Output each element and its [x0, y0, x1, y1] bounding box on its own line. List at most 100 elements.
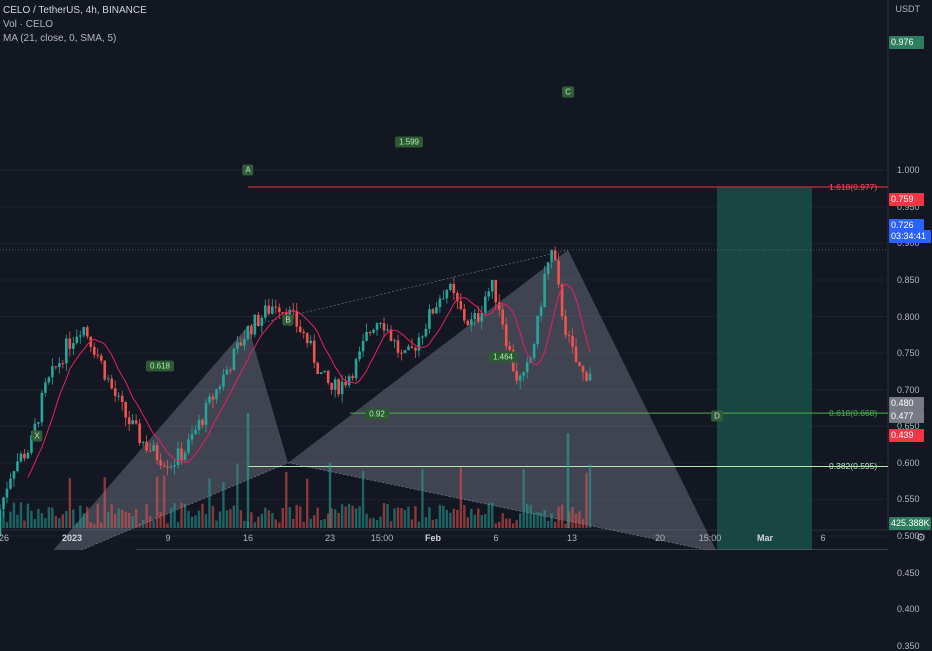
candle-body — [131, 420, 134, 425]
volume-bar — [358, 506, 361, 528]
candle-body — [166, 466, 169, 468]
time-tick-label: 15:00 — [698, 533, 722, 543]
candle-body — [33, 423, 37, 436]
volume-bar — [26, 503, 30, 528]
candle-body — [19, 453, 23, 462]
candle-body — [560, 284, 564, 317]
volume-bar — [204, 514, 208, 528]
candle-body — [180, 448, 183, 460]
gear-icon[interactable]: ⚙ — [916, 532, 926, 544]
volume-bar — [340, 504, 344, 528]
volume-bar — [40, 513, 44, 528]
volume-bar — [333, 509, 337, 528]
candle-body — [445, 289, 449, 299]
candle-body — [564, 316, 567, 336]
candle-body — [508, 346, 512, 350]
volume-bar — [250, 512, 253, 528]
volume-bar — [61, 514, 65, 528]
volume-bar — [218, 511, 222, 528]
volume-bar — [466, 517, 470, 528]
volume-bar — [410, 519, 414, 528]
volume-bar — [201, 503, 204, 528]
volume-indicator-label[interactable]: Vol · CELO — [3, 19, 54, 30]
fib-level-label: 0.618(0.668) — [829, 408, 878, 419]
candle-body — [78, 335, 82, 337]
volume-bar — [75, 523, 79, 528]
pattern-connector — [247, 249, 569, 327]
volume-bar — [239, 510, 243, 528]
pattern-connector — [287, 462, 709, 550]
volume-bar — [274, 519, 277, 528]
candle-body — [386, 329, 389, 331]
candle-body — [459, 301, 463, 309]
candle-body — [113, 388, 117, 396]
volume-bar — [328, 463, 332, 528]
volume-bar — [145, 504, 148, 528]
currency-label: USDT — [895, 4, 921, 14]
candle-body — [543, 273, 546, 307]
candle-body — [30, 435, 33, 453]
fib-level-label: 1.618(0.977) — [829, 182, 878, 193]
volume-bar — [403, 509, 407, 528]
candle-body — [330, 382, 333, 390]
price-tick-label: 0.800 — [897, 311, 920, 322]
candle-body — [40, 392, 44, 423]
volume-bar — [498, 521, 501, 528]
volume-bar — [208, 478, 211, 528]
volume-bar — [190, 516, 194, 528]
volume-bar — [229, 509, 232, 528]
time-tick-label: 13 — [566, 533, 578, 543]
candle-body — [222, 374, 225, 387]
volume-bar — [222, 481, 225, 528]
candle-body — [305, 333, 309, 344]
candle-body — [197, 419, 201, 430]
volume-bar — [414, 506, 417, 528]
volume-bar — [354, 508, 358, 528]
candle-body — [9, 478, 12, 489]
volume-bar — [473, 514, 476, 528]
volume-bar — [588, 464, 592, 528]
time-tick-label: 15:00 — [370, 533, 394, 543]
candle-body — [463, 308, 466, 321]
candle-body — [208, 396, 211, 403]
volume-bar — [183, 503, 187, 528]
candle-body — [410, 346, 414, 348]
volume-bar — [372, 517, 375, 528]
volume-bar — [494, 523, 497, 528]
candle-body — [550, 250, 553, 263]
candle-body — [68, 338, 72, 349]
volume-bar — [278, 522, 281, 528]
volume-bar — [581, 518, 585, 528]
candle-body — [585, 372, 588, 381]
candle-body — [183, 452, 187, 460]
candle-body — [267, 305, 271, 314]
ma-indicator-label[interactable]: MA (21, close, 0, SMA, 5) — [3, 33, 117, 44]
volume-bar — [452, 508, 456, 528]
target-zone — [717, 187, 812, 550]
candle-body — [65, 338, 68, 364]
price-chart[interactable] — [0, 0, 932, 550]
volume-bar — [386, 503, 389, 528]
candle-body — [323, 370, 326, 373]
candle-body — [480, 312, 484, 322]
candle-body — [106, 378, 110, 380]
candle-body — [173, 465, 176, 467]
price-tick-label: 0.850 — [897, 274, 920, 285]
volume-bar — [127, 512, 131, 528]
candle-body — [309, 340, 313, 344]
volume-bar — [285, 471, 288, 528]
candle-body — [51, 366, 54, 378]
candle-body — [518, 375, 522, 381]
symbol-title[interactable]: CELO / TetherUS, 4h, BINANCE — [3, 5, 147, 16]
candle-body — [344, 381, 347, 386]
volume-bar — [180, 502, 183, 528]
candle-body — [449, 283, 452, 290]
candle-body — [243, 338, 246, 346]
price-tick-label: 0.700 — [897, 384, 920, 395]
candle-body — [557, 260, 560, 285]
candle-body — [393, 340, 396, 342]
volume-bar — [407, 506, 410, 528]
candle-body — [340, 381, 344, 395]
volume-bar — [487, 503, 490, 528]
candle-body — [438, 298, 442, 308]
